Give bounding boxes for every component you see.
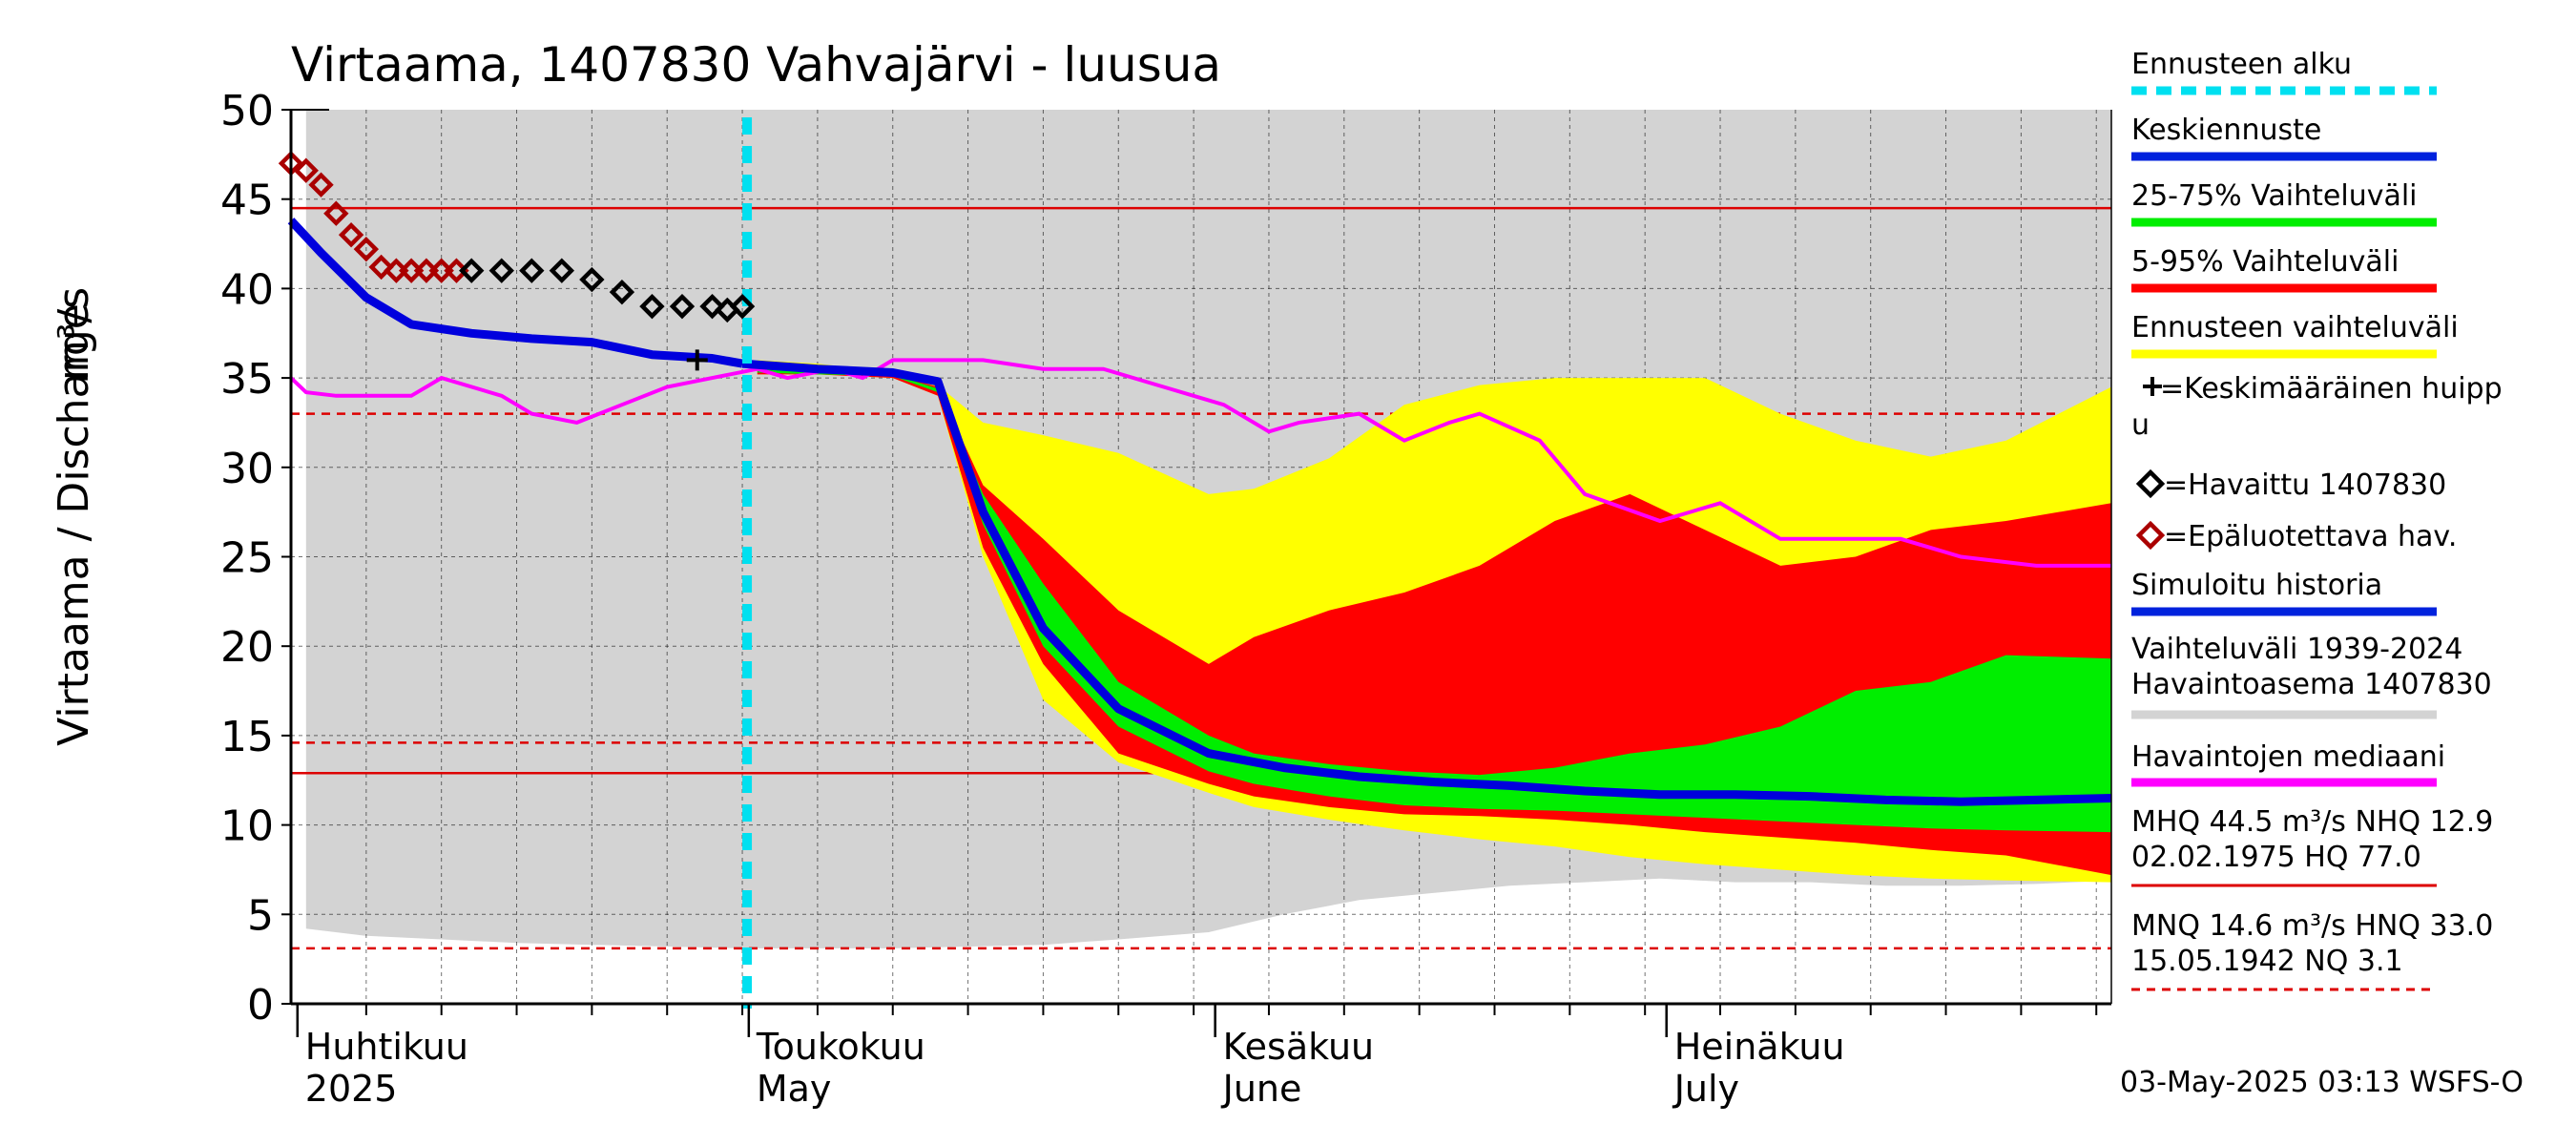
y-tick-label: 25 [220, 534, 274, 583]
y-axis-title: Virtaama / Discharge [50, 303, 98, 746]
y-tick-label: 10 [220, 802, 274, 851]
observation-point [579, 266, 605, 293]
month-label-en: June [1221, 1068, 1302, 1110]
legend-label: 25-75% Vaihteluväli [2131, 179, 2418, 213]
mean-peak-marker [686, 349, 708, 371]
observation-point [639, 293, 665, 320]
legend-stats-line: MNQ 14.6 m³/s HNQ 33.0 [2131, 909, 2493, 943]
month-label-fi: Huhtikuu [305, 1026, 468, 1068]
legend-label: 5-95% Vaihteluväli [2131, 245, 2399, 279]
observation-point [519, 258, 545, 283]
legend-label: Ennusteen alku [2131, 48, 2352, 81]
legend-observed-label: =Havaittu 1407830 [2164, 468, 2446, 502]
y-tick-label: 5 [247, 891, 274, 940]
legend-unreliable-diamond [2135, 520, 2166, 551]
observation-point [669, 293, 696, 320]
y-tick-label: 30 [220, 445, 274, 493]
unreliable-observation-point [338, 221, 364, 248]
observation-point [459, 258, 485, 283]
legend: Ennusteen alku Keskiennuste 25-75% Vaihtel… [2131, 48, 2503, 991]
observation-point [488, 258, 514, 283]
legend-label: Ennusteen vaihteluväli [2131, 311, 2459, 344]
simulated-history-line [287, 218, 743, 368]
footer-timestamp: 03-May-2025 03:13 WSFS-O [2120, 1066, 2524, 1099]
month-label-en: 2025 [305, 1068, 398, 1110]
axes: 05101520253035404550Huhtikuu2025Toukokuu… [220, 87, 2112, 1110]
legend-stats-line: 02.02.1975 HQ 77.0 [2131, 841, 2421, 874]
unreliable-observation-point [323, 200, 349, 226]
unreliable-observation-point [368, 254, 394, 281]
month-label-en: July [1672, 1068, 1739, 1110]
observation-point [729, 293, 756, 320]
legend-history-label-cont: Havaintoasema 1407830 [2131, 668, 2492, 701]
plot-area [278, 110, 2112, 1009]
unreliable-observation-point [293, 157, 319, 183]
legend-stats-line: MHQ 44.5 m³/s NHQ 12.9 [2131, 805, 2493, 839]
legend-history-label: Vaihteluväli 1939-2024 [2131, 633, 2462, 666]
chart-title: Virtaama, 1407830 Vahvajärvi - luusua [291, 37, 1221, 93]
observation-point [549, 258, 575, 283]
median-history-line [289, 358, 2111, 568]
legend-label: Keskiennuste [2131, 114, 2321, 147]
legend-observed-diamond [2135, 468, 2166, 499]
legend-label: Simuloitu historia [2131, 569, 2382, 602]
mean-forecast-line [741, 359, 2112, 806]
month-label-en: May [757, 1068, 832, 1110]
month-label-fi: Heinäkuu [1674, 1026, 1845, 1068]
unreliable-observation-point [353, 236, 380, 262]
y-axis-unit: m³/s [50, 287, 98, 381]
legend-unreliable-label: =Epäluotettava hav. [2164, 520, 2457, 553]
y-tick-label: 35 [220, 355, 274, 404]
y-tick-label: 40 [220, 265, 274, 314]
observation-point [609, 279, 635, 305]
y-tick-label: 0 [247, 981, 274, 1030]
month-label-fi: Toukokuu [756, 1026, 925, 1068]
unreliable-observation-point [308, 172, 334, 198]
y-tick-label: 15 [220, 713, 274, 761]
legend-mean-peak-label-cont: u [2131, 408, 2150, 442]
month-label-fi: Kesäkuu [1223, 1026, 1375, 1068]
legend-stats-line: 15.05.1942 NQ 3.1 [2131, 945, 2403, 978]
legend-mean-peak-label: =Keskimääräinen huipp [2160, 372, 2503, 406]
series-lines [287, 117, 2112, 1009]
y-tick-label: 45 [220, 177, 274, 225]
observation-point [699, 293, 725, 320]
y-tick-label: 50 [220, 87, 274, 135]
legend-label: Havaintojen mediaani [2131, 740, 2445, 774]
legend-peak-cross [2143, 377, 2162, 396]
y-tick-label: 20 [220, 623, 274, 672]
